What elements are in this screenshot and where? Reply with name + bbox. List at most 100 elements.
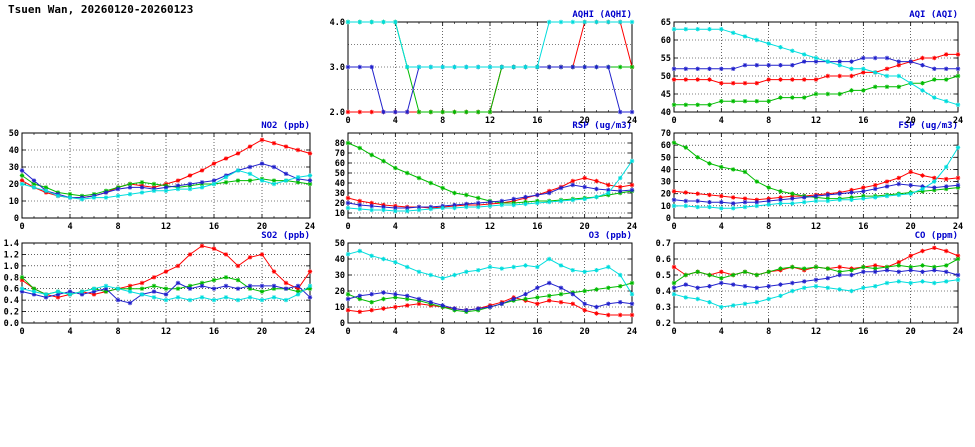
svg-text:12: 12 bbox=[811, 222, 821, 232]
svg-text:30: 30 bbox=[9, 163, 19, 173]
svg-text:10: 10 bbox=[335, 303, 345, 313]
svg-text:16: 16 bbox=[532, 116, 542, 126]
svg-text:4: 4 bbox=[393, 327, 398, 337]
page-title: Tsuen Wan, 20260120-20260123 bbox=[8, 3, 194, 16]
svg-text:0.6: 0.6 bbox=[656, 255, 671, 265]
svg-text:20: 20 bbox=[906, 327, 916, 337]
svg-text:0: 0 bbox=[671, 116, 676, 126]
svg-text:0.2: 0.2 bbox=[4, 308, 19, 318]
svg-text:16: 16 bbox=[532, 222, 542, 232]
svg-text:20: 20 bbox=[257, 222, 267, 232]
svg-text:40: 40 bbox=[661, 165, 671, 175]
svg-text:4: 4 bbox=[393, 222, 398, 232]
svg-text:16: 16 bbox=[532, 327, 542, 337]
svg-text:24: 24 bbox=[953, 222, 963, 232]
chart-co: 0 4 8 12 16 20 24 0.2 0.3 0.4 0.5 0.6 0.7 bbox=[656, 239, 963, 337]
svg-text:4: 4 bbox=[719, 222, 724, 232]
svg-text:0: 0 bbox=[340, 319, 345, 329]
svg-text:55: 55 bbox=[661, 54, 671, 64]
svg-text:40: 40 bbox=[661, 108, 671, 118]
svg-text:30: 30 bbox=[661, 178, 671, 188]
svg-text:1.2: 1.2 bbox=[4, 250, 19, 260]
svg-text:16: 16 bbox=[858, 327, 868, 337]
svg-text:50: 50 bbox=[661, 153, 671, 163]
svg-text:65: 65 bbox=[661, 18, 671, 28]
chart-title-aqhi: AQHI (AQHI) bbox=[572, 10, 632, 20]
svg-text:0: 0 bbox=[19, 327, 24, 337]
svg-text:12: 12 bbox=[811, 327, 821, 337]
svg-text:4: 4 bbox=[719, 327, 724, 337]
chart-o3: 0 4 8 12 16 20 24 0 10 20 30 40 50 bbox=[335, 239, 637, 337]
svg-text:70: 70 bbox=[335, 149, 345, 159]
svg-text:12: 12 bbox=[485, 116, 495, 126]
svg-text:20: 20 bbox=[906, 222, 916, 232]
svg-text:20: 20 bbox=[580, 116, 590, 126]
svg-text:12: 12 bbox=[811, 116, 821, 126]
svg-text:24: 24 bbox=[953, 116, 963, 126]
svg-text:16: 16 bbox=[209, 222, 219, 232]
svg-text:4.0: 4.0 bbox=[330, 18, 345, 28]
svg-text:8: 8 bbox=[440, 327, 445, 337]
svg-text:0.0: 0.0 bbox=[4, 319, 19, 329]
svg-text:20: 20 bbox=[661, 190, 671, 200]
chart-aqi: 0 4 8 12 16 20 24 40 45 50 55 60 65 bbox=[661, 18, 963, 126]
svg-text:10: 10 bbox=[335, 209, 345, 219]
svg-text:0.2: 0.2 bbox=[656, 319, 671, 329]
svg-text:20: 20 bbox=[906, 116, 916, 126]
svg-text:12: 12 bbox=[161, 327, 171, 337]
svg-text:0: 0 bbox=[19, 222, 24, 232]
svg-text:0: 0 bbox=[666, 214, 671, 224]
svg-text:10: 10 bbox=[9, 197, 19, 207]
svg-text:20: 20 bbox=[9, 180, 19, 190]
svg-text:24: 24 bbox=[305, 222, 315, 232]
svg-text:0.7: 0.7 bbox=[656, 239, 671, 249]
svg-text:12: 12 bbox=[161, 222, 171, 232]
svg-text:0: 0 bbox=[345, 116, 350, 126]
svg-text:8: 8 bbox=[440, 116, 445, 126]
svg-text:4: 4 bbox=[719, 116, 724, 126]
svg-text:0.4: 0.4 bbox=[656, 287, 671, 297]
svg-text:0.5: 0.5 bbox=[656, 271, 671, 281]
svg-text:80: 80 bbox=[335, 139, 345, 149]
svg-text:8: 8 bbox=[766, 116, 771, 126]
svg-text:0: 0 bbox=[671, 327, 676, 337]
svg-text:0.3: 0.3 bbox=[656, 303, 671, 313]
svg-text:60: 60 bbox=[661, 141, 671, 151]
svg-text:24: 24 bbox=[627, 222, 637, 232]
svg-text:45: 45 bbox=[661, 90, 671, 100]
svg-text:1.0: 1.0 bbox=[4, 262, 19, 272]
svg-text:20: 20 bbox=[335, 287, 345, 297]
svg-text:8: 8 bbox=[115, 222, 120, 232]
svg-text:24: 24 bbox=[953, 327, 963, 337]
svg-text:2.0: 2.0 bbox=[330, 108, 345, 118]
svg-text:50: 50 bbox=[9, 129, 19, 139]
chart-title-co: CO (ppm) bbox=[914, 231, 958, 241]
svg-text:0.4: 0.4 bbox=[4, 296, 19, 306]
svg-text:40: 40 bbox=[335, 255, 345, 265]
svg-text:0: 0 bbox=[671, 222, 676, 232]
svg-text:20: 20 bbox=[580, 327, 590, 337]
chart-so2: 0 4 8 12 16 20 24 0.00.2 0.40.6 0.81.0 1.21.4 bbox=[4, 239, 315, 337]
chart-title-so2: SO2 (ppb) bbox=[261, 231, 310, 241]
svg-text:8: 8 bbox=[766, 222, 771, 232]
svg-text:4: 4 bbox=[67, 327, 72, 337]
svg-text:16: 16 bbox=[858, 222, 868, 232]
chart-no2: 0 4 8 12 16 20 24 0 10 20 30 40 50 bbox=[9, 129, 315, 232]
svg-text:16: 16 bbox=[209, 327, 219, 337]
svg-text:12: 12 bbox=[485, 222, 495, 232]
svg-text:0: 0 bbox=[345, 222, 350, 232]
svg-text:24: 24 bbox=[627, 116, 637, 126]
svg-text:0: 0 bbox=[345, 327, 350, 337]
svg-text:24: 24 bbox=[305, 327, 315, 337]
chart-aqhi: 0 4 8 12 16 20 24 2.0 3.0 4.0 bbox=[330, 18, 637, 126]
chart-title-rsp: RSP (ug/m3) bbox=[572, 121, 632, 131]
svg-text:40: 40 bbox=[9, 146, 19, 156]
svg-text:20: 20 bbox=[335, 199, 345, 209]
chart-title-o3: O3 (ppb) bbox=[588, 231, 632, 241]
svg-text:10: 10 bbox=[661, 202, 671, 212]
svg-text:8: 8 bbox=[766, 327, 771, 337]
svg-text:30: 30 bbox=[335, 189, 345, 199]
svg-text:0: 0 bbox=[14, 214, 19, 224]
